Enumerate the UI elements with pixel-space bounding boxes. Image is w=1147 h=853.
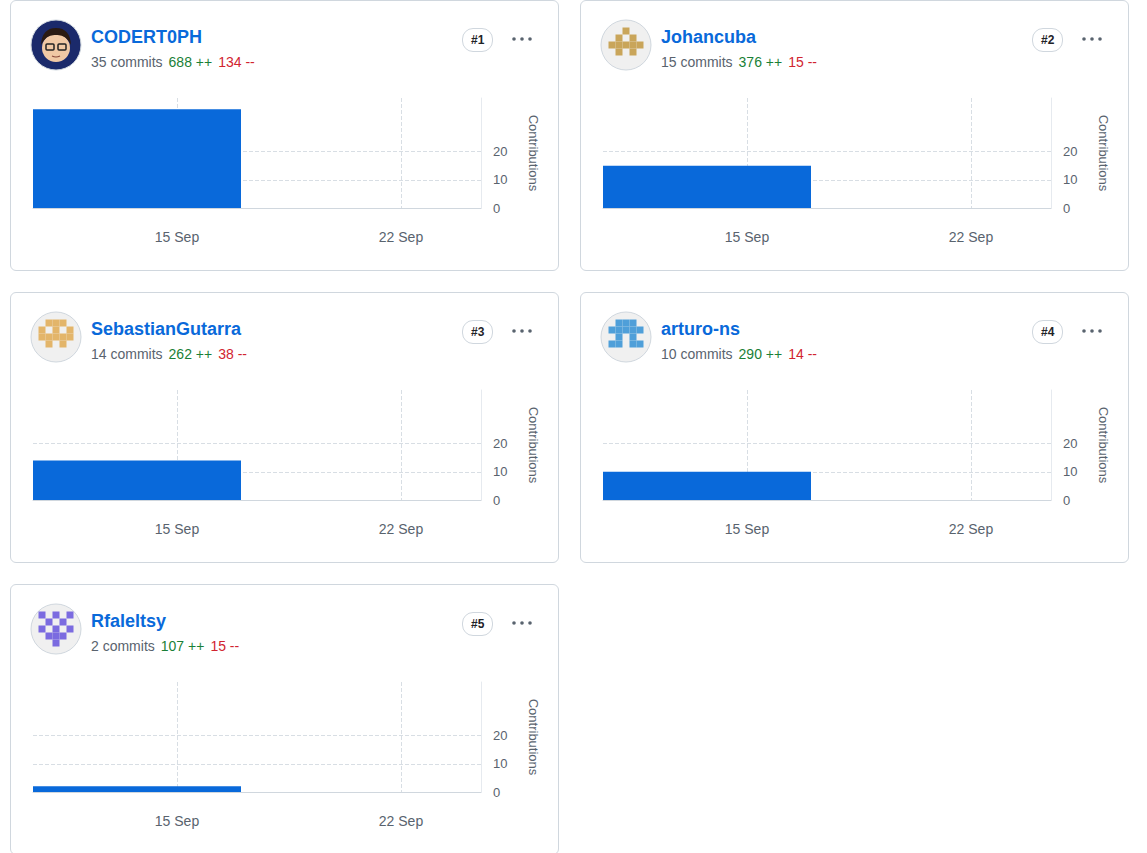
svg-text:10: 10: [1063, 172, 1077, 187]
svg-text:20: 20: [493, 144, 507, 159]
svg-text:Contributions: Contributions: [526, 115, 541, 192]
svg-text:10: 10: [493, 172, 507, 187]
svg-text:22 Sep: 22 Sep: [379, 813, 424, 829]
html-text:Rfaleltsy: Rfaleltsy: [91, 611, 166, 631]
html-text:#4: #4: [1041, 325, 1055, 339]
svg-text:15 Sep: 15 Sep: [725, 521, 770, 537]
svg-text:22 Sep: 22 Sep: [949, 229, 994, 245]
svg-text:20: 20: [1063, 436, 1077, 451]
svg-text:20: 20: [493, 436, 507, 451]
svg-text:20: 20: [493, 728, 507, 743]
svg-text:Contributions: Contributions: [1096, 115, 1111, 192]
html-text:10 commits 290 ++ 14 --: 10 commits 290 ++ 14 --: [661, 346, 817, 362]
svg-text:10: 10: [493, 756, 507, 771]
html-text:SebastianGutarra: SebastianGutarra: [91, 319, 242, 339]
svg-text:10: 10: [493, 464, 507, 479]
svg-text:22 Sep: 22 Sep: [949, 521, 994, 537]
svg-text:0: 0: [493, 785, 500, 800]
html-text:arturo-ns: arturo-ns: [661, 319, 740, 339]
html-text:14 commits 262 ++ 38 --: 14 commits 262 ++ 38 --: [91, 346, 247, 362]
svg-text:0: 0: [1063, 201, 1070, 216]
html-text:CODERT0PH: CODERT0PH: [91, 27, 202, 47]
svg-text:15 Sep: 15 Sep: [155, 813, 200, 829]
html-text:#5: #5: [471, 617, 485, 631]
svg-text:0: 0: [493, 201, 500, 216]
svg-text:10: 10: [1063, 464, 1077, 479]
svg-text:Contributions: Contributions: [526, 699, 541, 776]
html-text:#1: #1: [471, 33, 485, 47]
svg-text:0: 0: [493, 493, 500, 508]
html-text:Johancuba: Johancuba: [661, 27, 756, 47]
svg-text:15 Sep: 15 Sep: [155, 521, 200, 537]
svg-text:0: 0: [1063, 493, 1070, 508]
html-text:35 commits 688 ++ 134 --: 35 commits 688 ++ 134 --: [91, 54, 255, 70]
svg-text:15 Sep: 15 Sep: [725, 229, 770, 245]
svg-text:20: 20: [1063, 144, 1077, 159]
svg-text:22 Sep: 22 Sep: [379, 521, 424, 537]
html-text:15 commits 376 ++ 15 --: 15 commits 376 ++ 15 --: [661, 54, 817, 70]
svg-text:15 Sep: 15 Sep: [155, 229, 200, 245]
html-text:#3: #3: [471, 325, 485, 339]
svg-text:Contributions: Contributions: [1096, 407, 1111, 484]
html-text:#2: #2: [1041, 33, 1055, 47]
html-text:2 commits 107 ++ 15 --: 2 commits 107 ++ 15 --: [91, 638, 240, 654]
svg-text:Contributions: Contributions: [526, 407, 541, 484]
svg-text:22 Sep: 22 Sep: [379, 229, 424, 245]
